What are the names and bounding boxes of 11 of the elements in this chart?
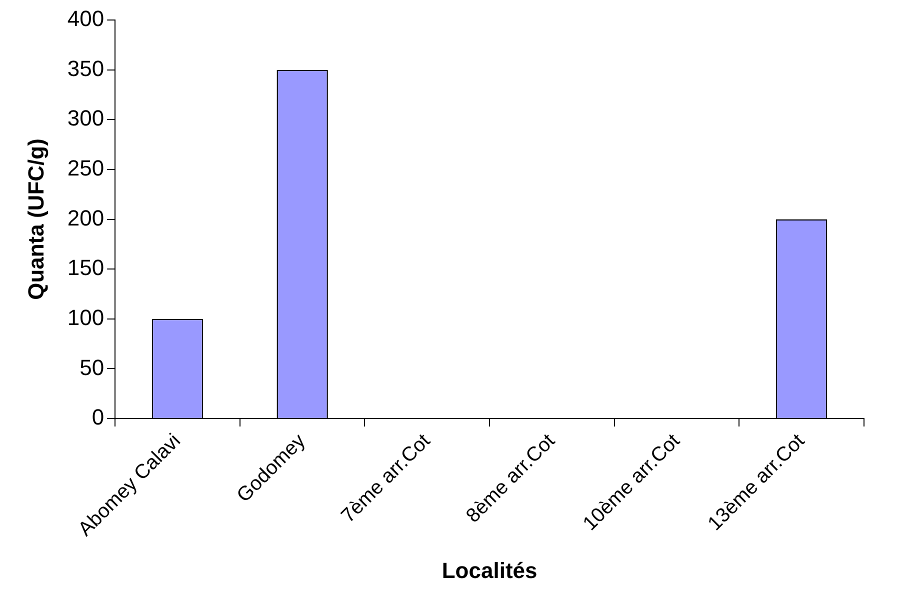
y-tick-label: 300 (67, 106, 104, 131)
y-tick-label: 150 (67, 255, 104, 280)
y-tick-label: 250 (67, 156, 104, 181)
y-tick-label: 400 (67, 6, 104, 32)
y-axis-title: Quanta (UFC/g) (23, 138, 48, 300)
y-tick-label: 100 (67, 304, 104, 330)
y-tick-label: 0 (92, 404, 104, 430)
x-axis-title: Localités (442, 558, 538, 583)
y-tick-label: 50 (80, 354, 104, 380)
y-tick-label: 350 (67, 56, 104, 81)
y-tick-label: 200 (67, 205, 104, 230)
